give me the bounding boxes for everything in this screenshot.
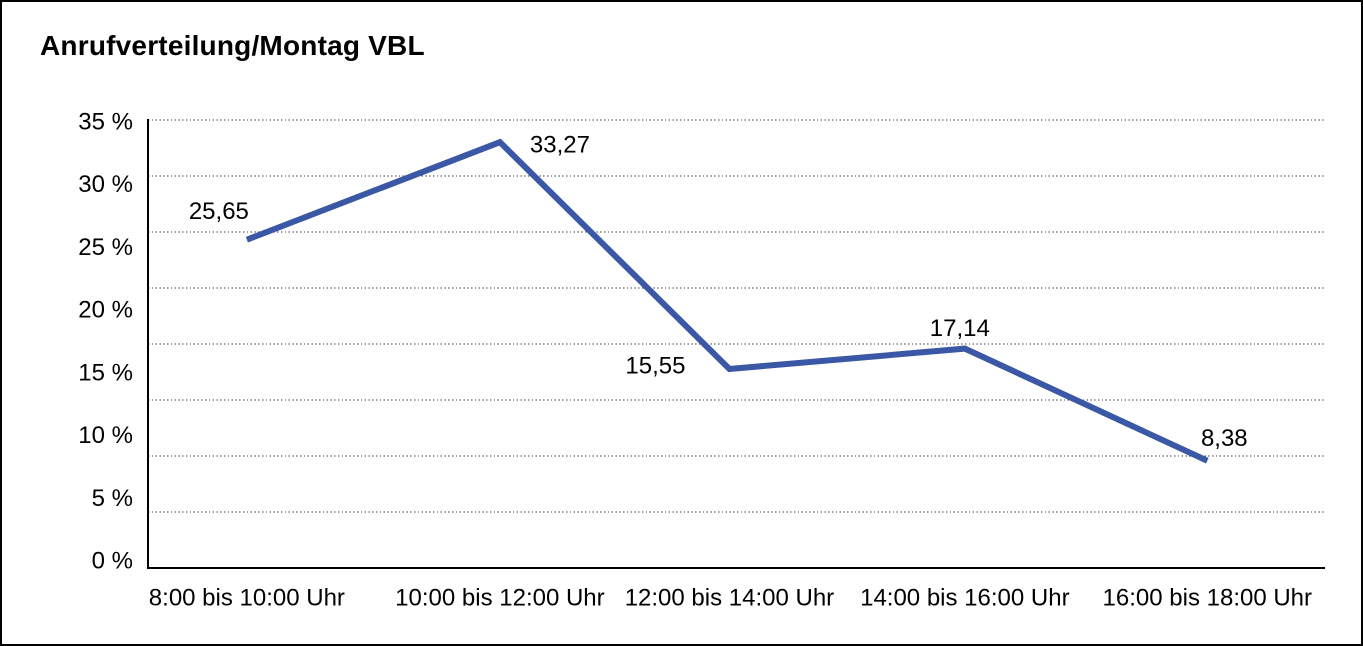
x-tick-label: 12:00 bis 14:00 Uhr — [625, 585, 834, 612]
chart-title: Anrufverteilung/Montag VBL — [40, 30, 425, 61]
series-line — [245, 138, 1209, 464]
y-tick-label: 0 % — [92, 548, 133, 575]
data-label: 15,55 — [625, 352, 685, 379]
y-tick-label: 35 % — [78, 109, 133, 136]
x-tick-label: 16:00 bis 18:00 Uhr — [1103, 585, 1312, 612]
data-label: 17,14 — [930, 315, 990, 342]
y-tick-label: 25 % — [78, 234, 133, 261]
x-tick-label: 14:00 bis 16:00 Uhr — [860, 585, 1069, 612]
data-label: 8,38 — [1201, 425, 1248, 452]
data-label: 33,27 — [530, 132, 590, 159]
y-tick-label: 10 % — [78, 422, 133, 449]
y-tick-label: 30 % — [78, 171, 133, 198]
y-tick-label: 15 % — [78, 359, 133, 386]
x-tick-label: 8:00 bis 10:00 Uhr — [149, 585, 345, 612]
data-label: 25,65 — [189, 198, 249, 225]
y-tick-label: 5 % — [92, 485, 133, 512]
x-tick-label: 10:00 bis 12:00 Uhr — [395, 585, 604, 612]
y-tick-label: 20 % — [78, 297, 133, 324]
